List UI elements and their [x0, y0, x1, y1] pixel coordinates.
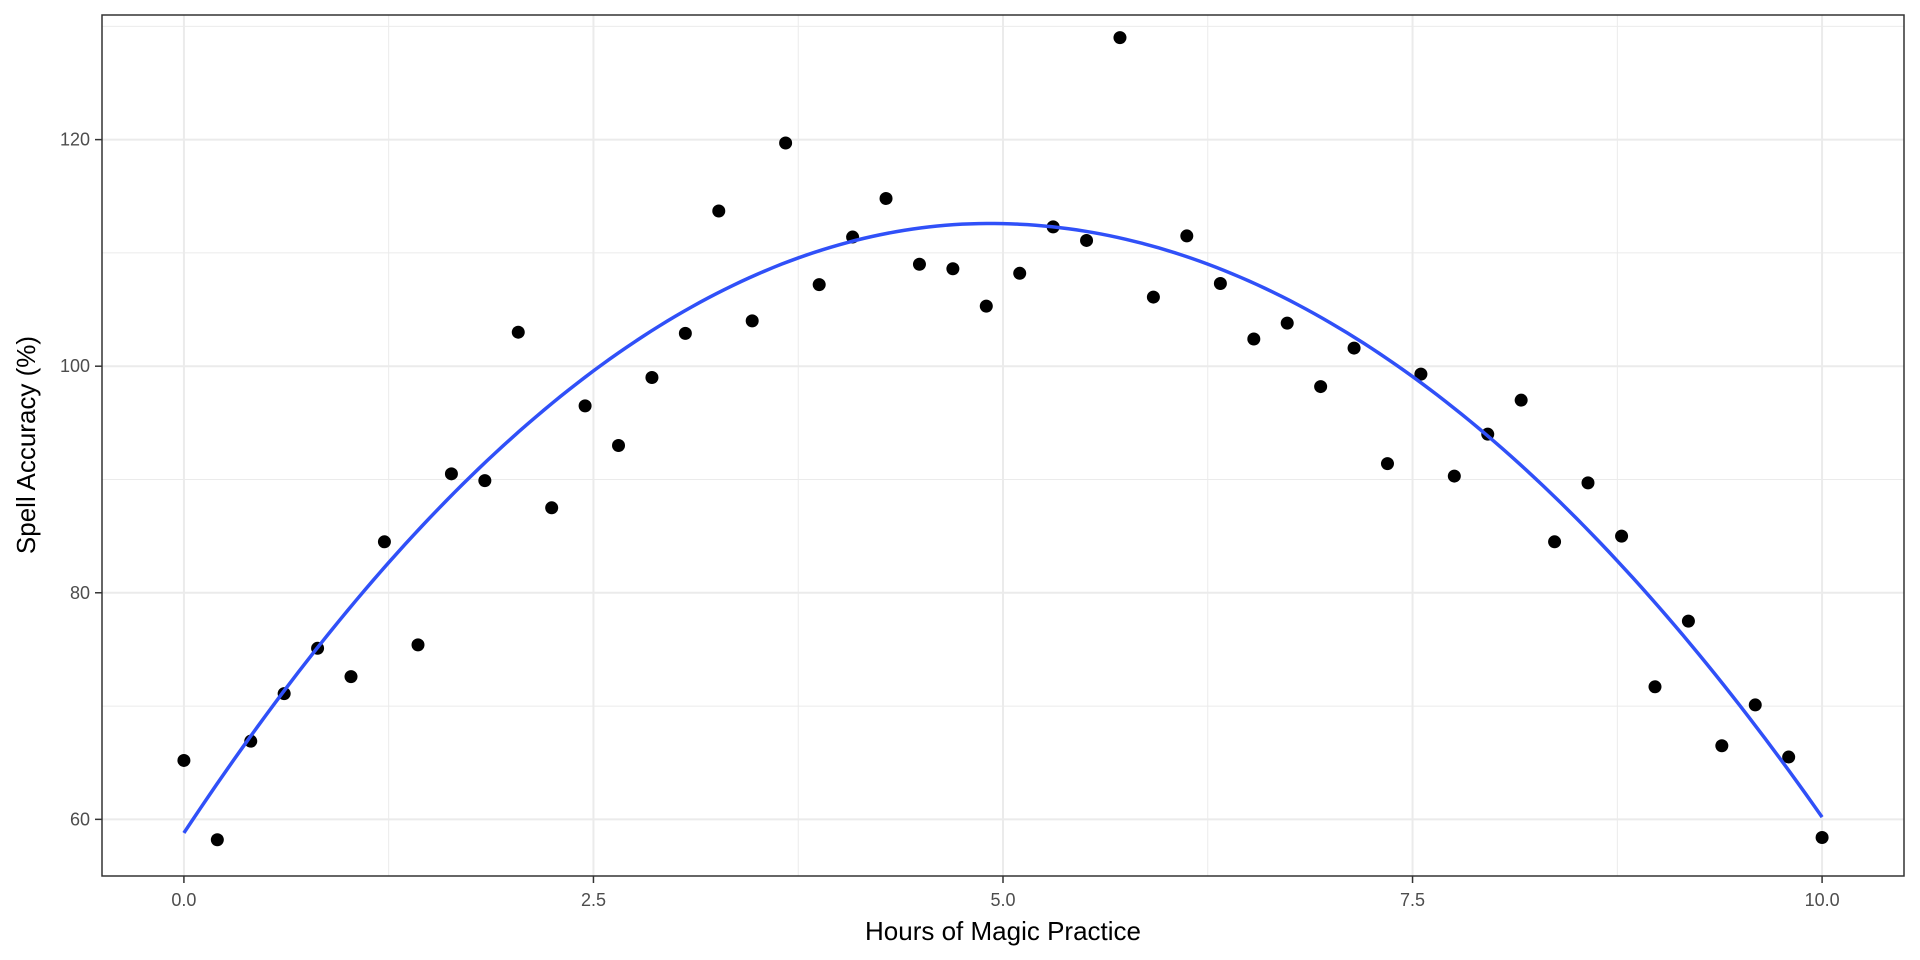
data-point — [444, 467, 458, 481]
data-point — [1782, 750, 1796, 764]
data-point — [1314, 380, 1328, 394]
fit-curve — [182, 221, 1824, 834]
y-tick-label: 80 — [70, 583, 90, 603]
data-point — [1180, 229, 1194, 243]
data-point — [1514, 393, 1528, 407]
data-point — [912, 257, 926, 271]
data-point — [879, 192, 893, 206]
x-tick-label: 5.0 — [990, 890, 1015, 910]
data-point — [678, 326, 692, 340]
data-point — [377, 535, 391, 549]
data-point — [1347, 341, 1361, 355]
data-point — [344, 670, 358, 684]
x-axis-ticks: 0.0 2.5 5.0 7.5 10.0 — [171, 876, 1840, 910]
data-point — [1447, 469, 1461, 483]
x-tick-label: 2.5 — [581, 890, 606, 910]
y-tick-label: 120 — [60, 130, 90, 150]
y-axis-ticks: 60 80 100 120 — [60, 130, 102, 829]
data-point — [1681, 614, 1695, 628]
x-tick-label: 10.0 — [1805, 890, 1840, 910]
data-point — [1815, 830, 1829, 844]
data-point — [745, 314, 759, 328]
data-point — [1113, 31, 1127, 45]
data-point — [411, 638, 425, 652]
y-tick-label: 100 — [60, 356, 90, 376]
data-point — [1615, 529, 1629, 543]
data-point — [177, 753, 191, 767]
data-point — [545, 501, 559, 515]
x-axis-title: Hours of Magic Practice — [865, 916, 1141, 946]
grid-major — [102, 15, 1904, 876]
data-point — [712, 204, 726, 218]
data-point — [478, 474, 492, 488]
data-points — [177, 31, 1829, 847]
data-point — [946, 262, 960, 276]
data-point — [779, 136, 793, 150]
data-point — [1280, 316, 1294, 330]
x-tick-label: 0.0 — [171, 890, 196, 910]
data-point — [1146, 290, 1160, 304]
data-point — [1548, 535, 1562, 549]
data-point — [210, 833, 224, 847]
data-point — [1213, 276, 1227, 290]
y-axis-title: Spell Accuracy (%) — [11, 336, 41, 554]
data-point — [1080, 233, 1094, 247]
data-point — [1748, 698, 1762, 712]
data-point — [612, 439, 626, 452]
data-point — [578, 399, 592, 413]
data-point — [1380, 457, 1394, 471]
data-point — [645, 371, 659, 385]
data-point — [1715, 739, 1729, 753]
data-point — [979, 299, 993, 313]
data-point — [1414, 367, 1428, 381]
x-tick-label: 7.5 — [1400, 890, 1425, 910]
data-point — [1648, 680, 1662, 694]
data-point — [1581, 476, 1595, 490]
data-point — [1013, 266, 1027, 280]
data-point — [511, 325, 525, 339]
data-point — [1247, 332, 1261, 346]
y-tick-label: 60 — [70, 809, 90, 829]
data-point — [812, 278, 826, 292]
